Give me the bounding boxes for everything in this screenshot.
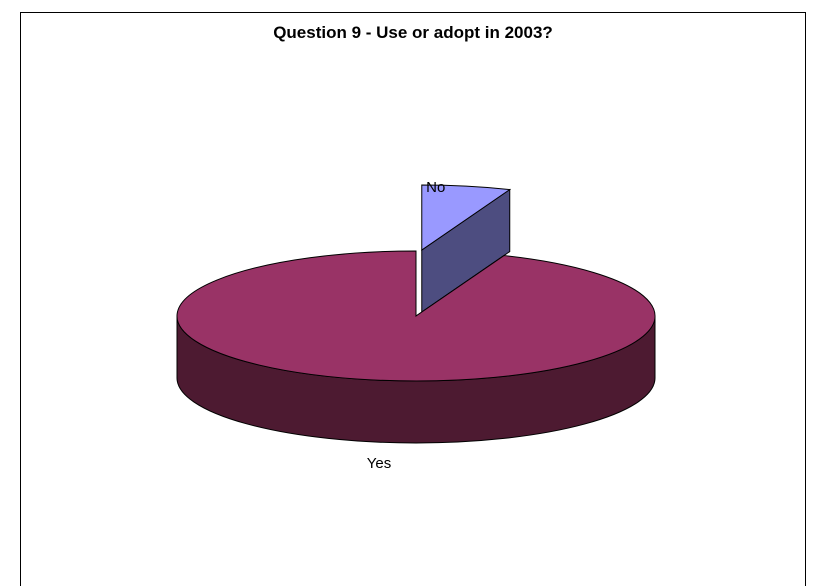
pie-label-yes: Yes — [367, 455, 391, 472]
pie-slice-yes — [176, 250, 656, 382]
chart-title: Question 9 - Use or adopt in 2003? — [273, 23, 553, 42]
pie-label-no: No — [426, 179, 445, 196]
chart-frame: Question 9 - Use or adopt in 2003? No Yes — [20, 12, 806, 586]
pie-chart: No Yes — [176, 179, 656, 472]
pie-slice-no — [421, 184, 512, 251]
